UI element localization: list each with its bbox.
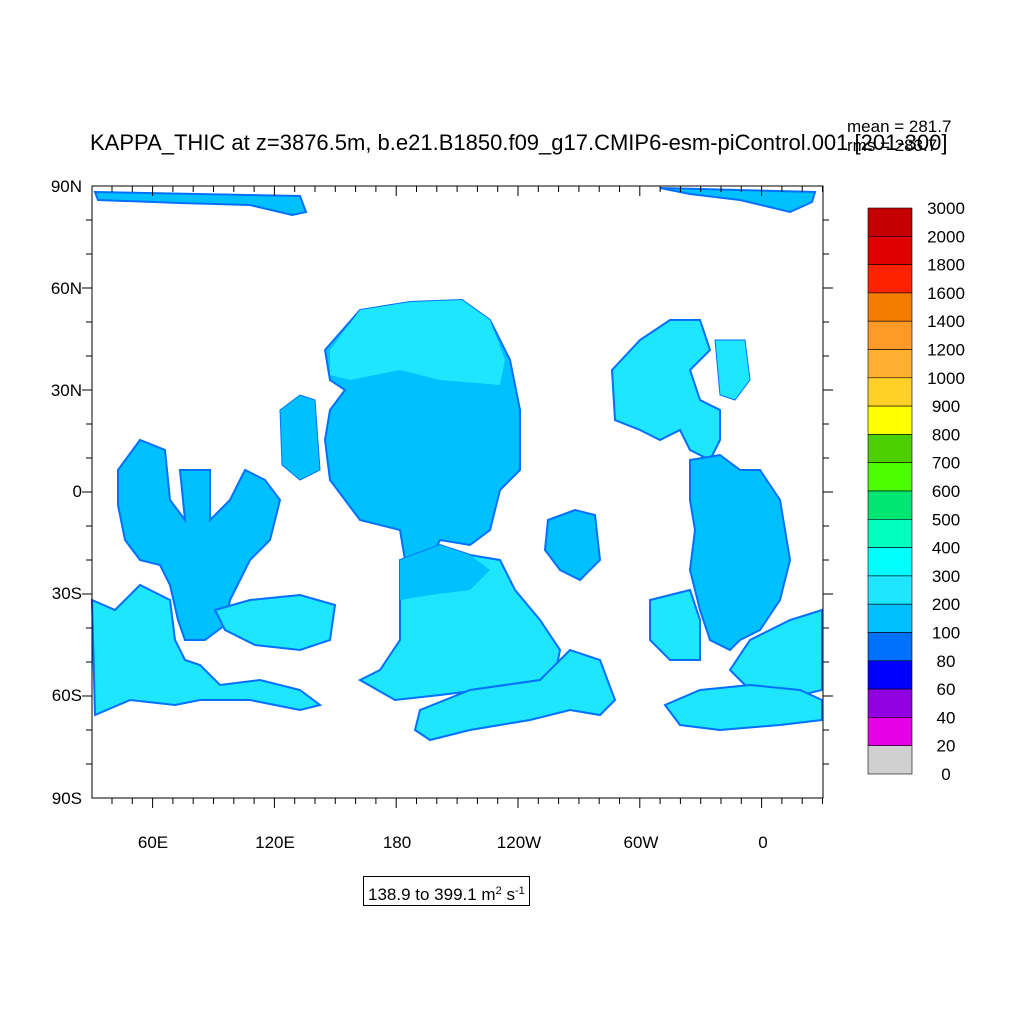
y-tick-labels: 90N 60N 30N 0 30S 60S 90S: [51, 177, 82, 808]
colorbar-swatch: [867, 518, 913, 548]
south-australia-basin: [213, 593, 337, 652]
east-pacific-basin: [543, 508, 602, 582]
colorbar-label: 200: [932, 595, 960, 614]
colorbar-swatch: [867, 292, 913, 322]
colorbar-swatch: [867, 349, 913, 379]
colorbar-label: 2000: [927, 227, 965, 246]
colorbar-label: 1600: [927, 284, 965, 303]
colorbar-label: 40: [937, 708, 956, 727]
colorbar-label: 300: [932, 567, 960, 586]
x-tick-label: 120E: [255, 833, 295, 852]
colorbar-swatch: [867, 632, 913, 662]
y-tick-label: 30N: [51, 381, 82, 400]
colorbar-swatch: [867, 490, 913, 520]
colorbar-swatch: [867, 575, 913, 605]
colorbar-label: 900: [932, 397, 960, 416]
southern-ocean-pacific: [413, 648, 617, 742]
north-pacific-light: [330, 300, 505, 385]
colorbar: [867, 207, 913, 775]
colorbar-swatch: [867, 377, 913, 407]
range-exp1: 2: [495, 885, 502, 897]
colorbar-swatch: [867, 688, 913, 718]
colorbar-label: 1400: [927, 312, 965, 331]
x-tick-label: 0: [758, 833, 767, 852]
colorbar-swatch: [867, 320, 913, 350]
plot-title: KAPPA_THIC at z=3876.5m, b.e21.B1850.f09…: [90, 130, 948, 155]
colorbar-label: 20: [937, 737, 956, 756]
rms-value: rms = 283.7: [847, 136, 938, 155]
west-pacific-north: [279, 394, 321, 481]
colorbar-swatch: [867, 547, 913, 577]
range-exp2: -1: [514, 885, 525, 897]
colorbar-swatch: [867, 660, 913, 690]
indian-ocean: [117, 438, 282, 641]
colorbar-swatch: [867, 717, 913, 747]
axis-ticks: [82, 186, 833, 808]
kappa-field: [90, 187, 823, 742]
range-label: 138.9 to 399.1 m2 s-1: [363, 876, 530, 906]
atlantic-east: [714, 339, 751, 401]
y-tick-label: 60S: [52, 686, 82, 705]
colorbar-label: 800: [932, 425, 960, 444]
colorbar-swatch: [867, 745, 913, 775]
y-tick-label: 60N: [51, 279, 82, 298]
colorbar-swatch: [867, 462, 913, 492]
colorbar-label: 1200: [927, 341, 965, 360]
colorbar-label: 1800: [927, 256, 965, 275]
indian-ocean-south: [90, 583, 323, 717]
y-tick-label: 30S: [52, 584, 82, 603]
x-tick-label: 60W: [624, 833, 659, 852]
colorbar-swatch: [867, 236, 913, 265]
weddell-sea: [663, 683, 823, 732]
colorbar-swatch: [867, 405, 913, 435]
arctic-shelf-west: [93, 190, 308, 217]
south-atlantic: [688, 453, 792, 652]
arctic-shelf-east: [659, 187, 817, 214]
y-tick-label: 90N: [51, 177, 82, 196]
south-pacific-mid: [400, 545, 490, 600]
colorbar-label: 0: [941, 765, 950, 784]
y-tick-label: 90S: [52, 789, 82, 808]
x-tick-labels: 60E 120E 180 120W 60W 0: [138, 833, 768, 852]
colorbar-label: 3000: [927, 199, 965, 218]
colorbar-label: 60: [937, 680, 956, 699]
colorbar-swatch: [867, 603, 913, 633]
colorbar-label: 700: [932, 454, 960, 473]
range-text: 138.9 to 399.1 m: [368, 885, 496, 904]
mean-value: mean = 281.7: [847, 117, 952, 136]
colorbar-swatch: [867, 207, 913, 237]
north-atlantic: [610, 319, 721, 462]
x-tick-label: 180: [383, 833, 411, 852]
colorbar-label: 100: [932, 624, 960, 643]
colorbar-swatch: [867, 264, 913, 294]
south-atlantic-west: [649, 588, 701, 661]
colorbar-labels: 3000200018001600140012001000900800700600…: [927, 199, 965, 784]
x-tick-label: 60E: [138, 833, 168, 852]
x-tick-label: 120W: [497, 833, 541, 852]
colorbar-swatch: [867, 434, 913, 463]
colorbar-label: 600: [932, 482, 960, 501]
colorbar-label: 500: [932, 510, 960, 529]
range-unit-mid: s: [501, 885, 515, 904]
colorbar-label: 1000: [927, 369, 965, 388]
colorbar-label: 400: [932, 539, 960, 558]
y-tick-label: 0: [73, 482, 82, 501]
colorbar-label: 80: [937, 652, 956, 671]
